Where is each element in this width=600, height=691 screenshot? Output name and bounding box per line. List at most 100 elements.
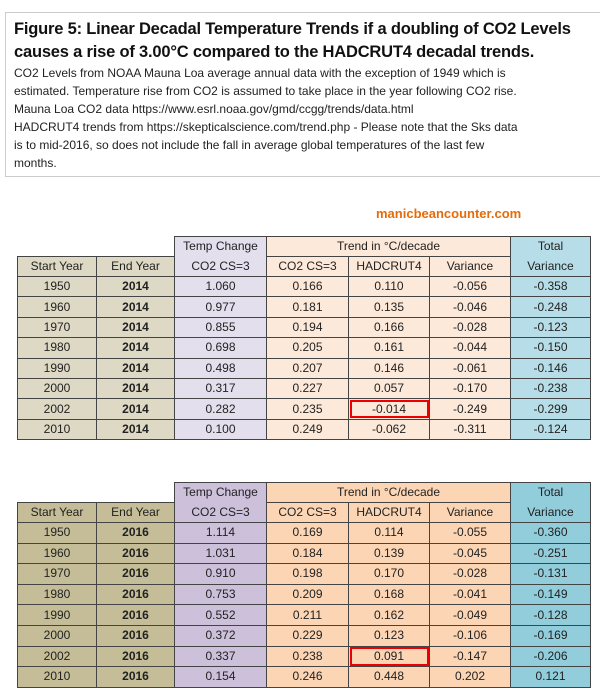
- header-total: Total: [510, 236, 591, 257]
- caption-line: Mauna Loa CO2 data https://www.esrl.noaa…: [14, 102, 414, 116]
- caption-line: is to mid-2016, so does not include the …: [14, 138, 485, 152]
- trend-co2-cell: 0.181: [266, 296, 349, 318]
- start-year-cell: 1980: [17, 337, 97, 359]
- end-year-cell: 2016: [96, 624, 175, 647]
- table-row: 1950 2016 1.114 0.169 0.114 -0.055 -0.360: [17, 522, 591, 544]
- header-trend-co2: CO2 CS=3: [266, 256, 349, 277]
- header-start-year: Start Year: [17, 256, 97, 277]
- caption-line: estimated. Temperature rise from CO2 is …: [14, 84, 517, 98]
- header-row-2: Start Year End Year CO2 CS=3 CO2 CS=3 HADCRU…: [17, 256, 591, 277]
- start-year-cell: 2000: [17, 624, 97, 647]
- trend-hadcrut4-cell: 0.161: [348, 337, 430, 359]
- trend-hadcrut4-cell-highlighted: 0.091: [348, 645, 430, 668]
- header-trend: Trend in °C/decade: [266, 482, 511, 503]
- end-year-cell: 2014: [96, 398, 175, 420]
- temp-change-cell: 0.100: [174, 418, 267, 441]
- start-year-cell: 1950: [17, 275, 97, 298]
- header-row-1: Temp Change Trend in °C/decade Total: [18, 482, 591, 503]
- start-year-cell: 1990: [17, 357, 97, 379]
- header-variance: Variance: [429, 256, 511, 277]
- end-year-cell: 2014: [96, 357, 175, 379]
- total-variance-cell: -0.206: [510, 645, 591, 668]
- end-year-cell: 2016: [96, 563, 175, 585]
- start-year-cell: 1980: [17, 583, 97, 606]
- temp-change-cell: 0.698: [174, 337, 267, 359]
- temp-change-cell: 0.317: [174, 377, 267, 400]
- trend-variance-cell: -0.170: [429, 377, 511, 400]
- end-year-cell: 2014: [96, 275, 175, 298]
- table-row: 1980 2016 0.753 0.209 0.168 -0.041 -0.149: [17, 583, 591, 606]
- header-end-year: End Year: [96, 256, 175, 277]
- total-variance-cell: -0.360: [510, 522, 591, 544]
- trend-hadcrut4-cell: 0.162: [348, 604, 430, 626]
- start-year-cell: 1970: [17, 563, 97, 585]
- start-year-cell: 1950: [17, 522, 97, 544]
- trend-co2-cell: 0.194: [266, 316, 349, 339]
- trend-hadcrut4-cell: 0.170: [348, 563, 430, 585]
- trend-co2-cell: 0.246: [266, 666, 349, 688]
- temp-change-cell: 1.060: [174, 275, 267, 298]
- header-total: Total: [510, 482, 591, 503]
- table-row: 1990 2016 0.552 0.211 0.162 -0.049 -0.128: [17, 604, 591, 626]
- table-row: 2002 2016 0.337 0.238 0.091 -0.147 -0.206: [17, 645, 591, 668]
- trend-co2-cell: 0.211: [266, 604, 349, 626]
- trend-table-2014: Temp Change Trend in °C/decade Total Start …: [17, 236, 591, 441]
- trend-variance-cell: -0.028: [429, 563, 511, 585]
- total-variance-cell: -0.238: [510, 377, 591, 400]
- trend-co2-cell: 0.169: [266, 522, 349, 544]
- start-year-cell: 2000: [17, 377, 97, 400]
- temp-change-cell: 0.498: [174, 357, 267, 379]
- total-variance-cell: -0.358: [510, 275, 591, 298]
- header-row-1: Temp Change Trend in °C/decade Total: [18, 236, 591, 257]
- header-co2-cs3: CO2 CS=3: [174, 256, 267, 277]
- end-year-cell: 2014: [96, 316, 175, 339]
- trend-variance-cell: -0.041: [429, 583, 511, 606]
- total-variance-cell: 0.121: [510, 666, 591, 688]
- figure-title-line-1: Figure 5: Linear Decadal Temperature Tre…: [14, 20, 571, 38]
- caption-line: HADCRUT4 trends from https://skepticalsc…: [14, 120, 518, 134]
- temp-change-cell: 0.337: [174, 645, 267, 668]
- header-spacer: [18, 483, 175, 503]
- table-row: 1960 2016 1.031 0.184 0.139 -0.045 -0.251: [17, 542, 591, 565]
- start-year-cell: 1960: [17, 542, 97, 565]
- trend-co2-cell: 0.227: [266, 377, 349, 400]
- header-hadcrut4: HADCRUT4: [348, 502, 430, 523]
- trend-hadcrut4-cell: 0.168: [348, 583, 430, 606]
- trend-hadcrut4-cell: 0.166: [348, 316, 430, 339]
- table-row: 2010 2016 0.154 0.246 0.448 0.202 0.121: [17, 666, 591, 688]
- trend-co2-cell: 0.209: [266, 583, 349, 606]
- header-trend: Trend in °C/decade: [266, 236, 511, 257]
- table-row: 1970 2014 0.855 0.194 0.166 -0.028 -0.123: [17, 316, 591, 339]
- trend-co2-cell: 0.229: [266, 624, 349, 647]
- trend-variance-cell: -0.056: [429, 275, 511, 298]
- header-total-variance: Variance: [510, 256, 591, 277]
- table-row: 1970 2016 0.910 0.198 0.170 -0.028 -0.131: [17, 563, 591, 585]
- total-variance-cell: -0.149: [510, 583, 591, 606]
- trend-variance-cell: -0.147: [429, 645, 511, 668]
- total-variance-cell: -0.299: [510, 398, 591, 420]
- trend-variance-cell: -0.046: [429, 296, 511, 318]
- table-row: 2000 2014 0.317 0.227 0.057 -0.170 -0.238: [17, 377, 591, 400]
- header-total-variance: Variance: [510, 502, 591, 523]
- trend-hadcrut4-cell-highlighted: -0.014: [348, 398, 430, 420]
- total-variance-cell: -0.248: [510, 296, 591, 318]
- total-variance-cell: -0.123: [510, 316, 591, 339]
- start-year-cell: 1960: [17, 296, 97, 318]
- header-co2-cs3: CO2 CS=3: [174, 502, 267, 523]
- end-year-cell: 2014: [96, 418, 175, 441]
- trend-hadcrut4-cell: 0.057: [348, 377, 430, 400]
- header-spacer: [18, 237, 175, 257]
- header-trend-co2: CO2 CS=3: [266, 502, 349, 523]
- temp-change-cell: 0.154: [174, 666, 267, 688]
- total-variance-cell: -0.169: [510, 624, 591, 647]
- start-year-cell: 2010: [17, 418, 97, 441]
- trend-variance-cell: -0.049: [429, 604, 511, 626]
- table-row: 1960 2014 0.977 0.181 0.135 -0.046 -0.248: [17, 296, 591, 318]
- trend-co2-cell: 0.184: [266, 542, 349, 565]
- trend-hadcrut4-cell: 0.135: [348, 296, 430, 318]
- caption-line: months.: [14, 156, 57, 170]
- trend-variance-cell: -0.045: [429, 542, 511, 565]
- table-row: 1980 2014 0.698 0.205 0.161 -0.044 -0.150: [17, 337, 591, 359]
- trend-hadcrut4-cell: 0.123: [348, 624, 430, 647]
- trend-hadcrut4-cell: 0.114: [348, 522, 430, 544]
